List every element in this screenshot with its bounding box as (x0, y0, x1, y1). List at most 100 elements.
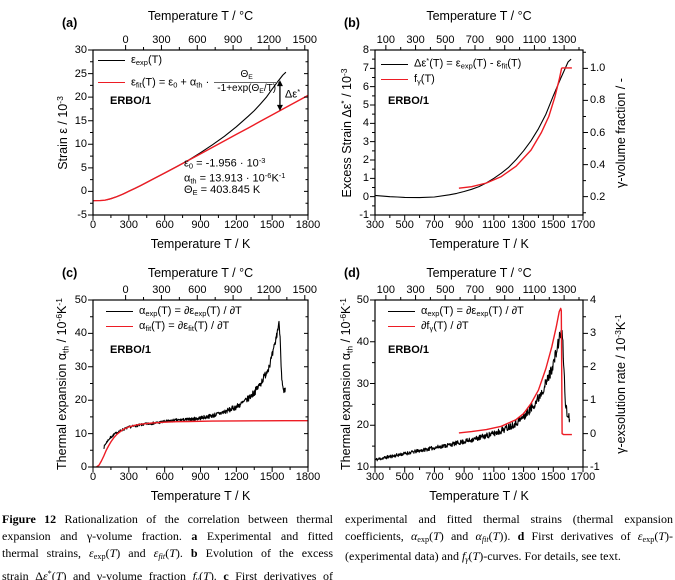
caption-text-segment: fit (481, 535, 489, 545)
panel-b-left-axis-title: Excess Strain Δε* / 10-3 (339, 67, 354, 198)
panel-a-legend-entry-2: εfit(T) = ε0 + αth · ΘE -1+exp(ΘE/T) (98, 69, 280, 96)
panel-c-x-tick-label: 600 (155, 471, 174, 483)
caption-text-segment: * (47, 569, 52, 579)
caption-text-segment: ( (51, 569, 56, 580)
panel-a-delta-arrow-head-top (276, 80, 283, 87)
panel-d-legend-entry-2: ∂fγ(T) / ∂T (388, 320, 469, 334)
panel-b-y-tick-label: 8 (362, 44, 369, 56)
panel-b-y-tick-label: 2 (362, 154, 369, 166)
caption-text-segment: fit (158, 552, 166, 562)
panel-c-x-tick-label: 1500 (259, 471, 285, 483)
panel-a-sample-label: ERBO/1 (110, 95, 151, 107)
panel-d-x-tick-label: 1300 (511, 471, 536, 483)
caption-text-segment: c (223, 569, 229, 580)
panel-a-legend-label: εfit(T) = ε0 + αth · ΘE -1+exp(ΘE/T) (131, 69, 280, 96)
panel-a-legend-label: εexp(T) (131, 54, 162, 68)
caption-text-segment: ε (42, 569, 48, 580)
caption-text-segment: First derivatives of (524, 529, 638, 543)
caption-text-segment: ε (89, 546, 94, 560)
caption-text-segment: α (475, 529, 482, 543)
panel-c-legend-label: αexp(T) = ∂εexp(T) / ∂T (139, 305, 242, 319)
panel-b-xtop-tick-label: 500 (436, 34, 455, 46)
panel-a-x-tick-label: 0 (89, 219, 97, 231)
panel-d-series-df_gamma_dT-curve (458, 307, 572, 436)
caption-text-segment: ε (637, 529, 643, 543)
panel-c-top-axis-title: Temperature T / °C (147, 266, 254, 280)
panel-d-yright-tick-label: 1 (590, 394, 597, 407)
panel-b-xtop-tick-label: 100 (376, 34, 396, 46)
panel-a-bottom-axis-title: Temperature T / K (150, 237, 251, 251)
panel-b-legend-line-sample (381, 79, 408, 81)
caption-line: strain Δε*(T) and γ-volume fraction fγ(T… (2, 565, 333, 580)
caption-text-segment: ) and (116, 546, 154, 560)
panel-a-fit-parameter-3: ΘE = 403.845 K (184, 184, 261, 198)
panel-d-yright-tick-label: -1 (590, 461, 600, 473)
panel-a-top-axis-title: Temperature T / °C (147, 9, 254, 23)
panel-b-bottom-axis-title: Temperature T / K (429, 237, 529, 251)
panel-b-x-tick-label: 1700 (570, 219, 596, 231)
panel-d-yright-tick-label: 4 (590, 294, 597, 306)
caption-text-segment: exp (417, 535, 430, 545)
panel-a-xtop-tick-label: 300 (152, 34, 171, 46)
caption-text-segment: ( (429, 529, 434, 543)
panel-a-legend-line-sample (98, 60, 125, 62)
panel-b-xtop-tick-label: 900 (495, 34, 514, 46)
panel-d-left-axis-title: Thermal expansion αth / 10-6K-1 (338, 297, 355, 470)
panel-b-sample-label: ERBO/1 (388, 95, 429, 107)
panel-a-legend-entry-1: εexp(T) (98, 54, 162, 68)
panel-d-legend-line-sample (388, 326, 415, 328)
panel-b-legend-label: fγ(T) (414, 73, 435, 87)
caption-text-segment: T (203, 569, 210, 580)
panel-c-y-tick-label: 30 (74, 360, 87, 373)
panel-d-x-tick-label: 900 (454, 471, 474, 483)
caption-text-segment: )- (665, 529, 673, 543)
caption-text-segment: First derivatives of (228, 569, 333, 580)
caption-text-segment: Evolution of the excess (197, 546, 334, 560)
panel-d-yright-tick-label: 3 (590, 327, 597, 340)
fit-formula-fraction: ΘE -1+exp(ΘE/T) (214, 69, 280, 96)
panel-c-x-tick-label: 0 (89, 471, 97, 483)
panel-c-x-tick-label: 1800 (295, 471, 321, 483)
panel-c-legend-line-sample (106, 311, 133, 313)
panel-a-fit-parameter-1: ε0 = -1.956 · 10-3 (184, 156, 266, 171)
panel-c-y-tick-label: 0 (80, 461, 87, 473)
panel-b-letter: (b) (344, 16, 360, 30)
panel-d-legend-label: ∂fγ(T) / ∂T (421, 320, 469, 334)
caption-text-segment: f (192, 569, 196, 580)
panel-b-xtop-tick-label: 1100 (522, 34, 547, 46)
caption-text-segment: α (410, 529, 418, 543)
panel-d-right-axis-title: γ-exsolution rate / 10-3K-1 (613, 313, 628, 454)
caption-column-right: experimental and fitted thermal strains … (345, 511, 673, 568)
caption-text-segment: ( (488, 529, 493, 543)
caption-text-segment: exp (642, 535, 655, 545)
panel-b-right-axis-title: γ-volume fraction / - (613, 77, 628, 188)
panel-d-xtop-tick-label: 1300 (551, 284, 577, 296)
panel-d-xtop-tick-label: 500 (436, 284, 455, 296)
panel-c-xtop-tick-label: 0 (122, 284, 129, 296)
panel-b-x-tick-label: 900 (454, 219, 474, 231)
caption-text-segment: strain Δ (2, 569, 43, 580)
panel-d-letter: (d) (344, 266, 360, 280)
panel-b-x-tick-label: 1100 (482, 219, 506, 231)
caption-text-segment: T (55, 569, 63, 580)
panel-a-legend-line-sample (98, 82, 125, 84)
panel-a-x-tick-label: 900 (191, 219, 210, 231)
caption-text-segment: )). (499, 529, 518, 543)
panel-b-y-tick-label: -1 (359, 209, 369, 221)
panel-a-fit-parameter-2: αth = 13.913 · 10-6K-1 (184, 171, 286, 186)
panel-d-y-tick-label: 40 (356, 335, 369, 348)
caption-text-segment: T (492, 529, 500, 543)
panel-d-sample-label: ERBO/1 (388, 344, 429, 356)
panel-c-sample-label: ERBO/1 (110, 344, 151, 356)
panel-d-legend-line-sample (388, 311, 415, 313)
panel-a-y-tick-label: -5 (77, 209, 87, 221)
panel-b-xtop-tick-label: 300 (406, 34, 425, 46)
panel-d-x-tick-label: 1500 (541, 471, 566, 483)
panel-b-xtop-tick-label: 700 (465, 34, 485, 46)
panel-b-yright-tick-label: 0.2 (590, 190, 606, 203)
panel-d-xtop-tick-label: 700 (465, 284, 485, 296)
caption-text-segment: Experimental and fitted (197, 529, 333, 543)
panel-c-legend-entry-1: αexp(T) = ∂εexp(T) / ∂T (106, 305, 242, 319)
panel-c-xtop-tick-label: 600 (188, 284, 207, 296)
